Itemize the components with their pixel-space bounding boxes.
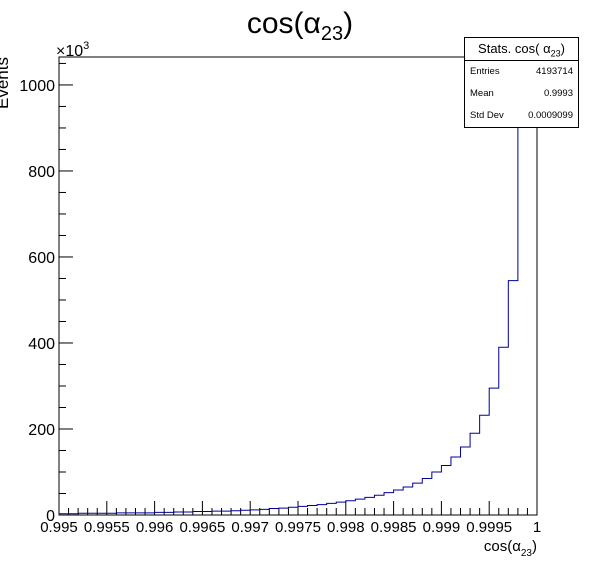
stddev-label: Std Dev [470, 110, 504, 121]
stats-title: Stats. cos( α23) [465, 38, 578, 61]
x-label-close: ) [532, 538, 537, 555]
entries-value: 4193714 [536, 66, 573, 77]
x-label-main: cos(α [484, 538, 521, 555]
entries-label: Entries [470, 66, 500, 77]
chart-title-close: ) [343, 7, 353, 40]
x-tick-label: 0.9995 [466, 519, 512, 536]
y-multiplier-base: ×10 [56, 43, 83, 60]
chart-title-main: cos(α [247, 7, 321, 40]
stats-title-main: Stats. cos( α [478, 41, 551, 56]
y-tick-label: 800 [28, 164, 55, 181]
x-tick-label: 0.9965 [179, 519, 225, 536]
x-tick-label: 0.995 [40, 519, 78, 536]
stats-row-stddev: Std Dev 0.0009099 [465, 105, 578, 127]
x-tick-label: 1 [533, 519, 541, 536]
x-tick-label: 0.997 [231, 519, 269, 536]
histogram-series-line [58, 56, 537, 515]
x-tick-label: 0.996 [136, 519, 174, 536]
mean-value: 0.9993 [543, 88, 573, 99]
y-axis-ticks: 0 200 400 600 800 1000 [19, 62, 73, 525]
y-tick-label: 200 [28, 422, 55, 439]
y-tick-label: 600 [28, 250, 55, 267]
stddev-value: 0.0009099 [528, 110, 573, 121]
y-tick-label: 0 [46, 508, 55, 525]
stats-box: Stats. cos( α23) Entries 4193714 Mean 0.… [464, 37, 579, 128]
stats-row-mean: Mean 0.9993 [465, 83, 578, 105]
stats-title-sub: 23 [550, 48, 561, 59]
x-tick-label: 0.9955 [84, 519, 130, 536]
y-tick-label: 1000 [19, 78, 55, 95]
y-tick-label: 400 [28, 336, 55, 353]
stats-row-entries: Entries 4193714 [465, 61, 578, 83]
y-axis-label: Events [0, 57, 12, 109]
x-tick-label: 0.9985 [371, 519, 417, 536]
stats-title-close: ) [560, 41, 565, 56]
chart-title-sub: 23 [321, 23, 343, 45]
y-axis-multiplier: ×103 [56, 40, 89, 60]
mean-label: Mean [470, 88, 494, 99]
x-tick-label: 0.999 [423, 519, 461, 536]
x-tick-label: 0.9975 [275, 519, 321, 536]
x-tick-label: 0.998 [327, 519, 365, 536]
x-label-sub: 23 [521, 548, 533, 559]
chart-title: cos(α23) [247, 7, 353, 45]
x-axis-ticks: 0.995 0.9955 0.996 0.9965 0.997 0.9975 0.998 0.… [40, 501, 541, 536]
y-multiplier-exp: 3 [83, 40, 89, 52]
x-axis-label: cos(α23) [484, 538, 537, 559]
